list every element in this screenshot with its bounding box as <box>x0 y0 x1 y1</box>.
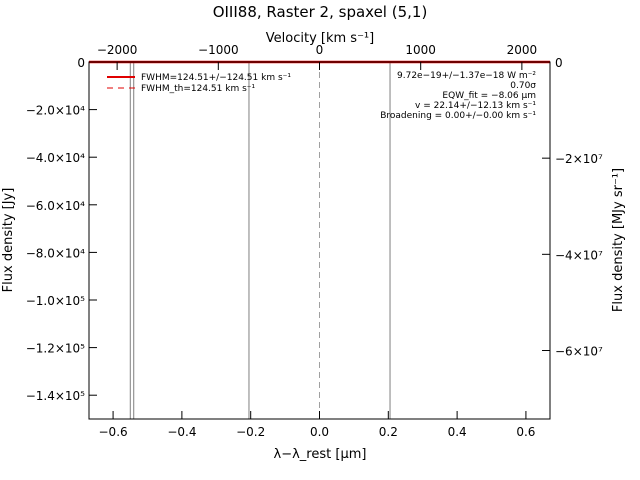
y-tick-label: 0 <box>77 56 85 70</box>
annotation: 0.70σ <box>510 81 536 91</box>
x-tick-label: −0.6 <box>99 425 128 439</box>
top-axis-label: Velocity [km s⁻¹] <box>266 31 374 46</box>
legend-label: FWHM_th=124.51 km s⁻¹ <box>141 84 256 94</box>
x-tick-label: −0.4 <box>167 425 196 439</box>
x-tick-label: 0.0 <box>310 425 329 439</box>
y-tick-label: −1.4×10⁵ <box>26 389 85 403</box>
annotation: EQW_fit = −8.06 μm <box>442 91 536 101</box>
y-tick-label: −6.0×10⁴ <box>26 199 85 213</box>
y-tick-label: −4.0×10⁴ <box>26 151 85 165</box>
right-y-tick-label: 0 <box>555 56 563 70</box>
top-x-tick-label: −1000 <box>198 43 239 57</box>
annotation: v = 22.14+/−12.13 km s⁻¹ <box>415 101 536 111</box>
x-axis-label: λ−λ_rest [μm] <box>274 447 367 462</box>
y-tick-label: −1.0×10⁵ <box>26 294 85 308</box>
right-y-tick-label: −6×10⁷ <box>555 344 603 358</box>
right-y-tick-label: −4×10⁷ <box>555 248 603 262</box>
plot-frame <box>88 61 551 420</box>
x-tick-label: 0.6 <box>516 425 535 439</box>
top-x-tick-label: −2000 <box>97 43 138 57</box>
right-axis-label: Flux density [MJy sr⁻¹] <box>611 168 626 312</box>
annotation: 9.72e−19+/−1.37e−18 W m⁻² <box>397 71 536 81</box>
x-tick-label: 0.2 <box>379 425 398 439</box>
y-tick-label: −8.0×10⁴ <box>26 246 85 260</box>
chart-title: OIII88, Raster 2, spaxel (5,1) <box>213 3 428 21</box>
top-x-tick-label: 0 <box>316 43 324 57</box>
y-tick-label: −2.0×10⁴ <box>26 104 85 118</box>
x-tick-label: 0.4 <box>448 425 467 439</box>
right-y-tick-label: −2×10⁷ <box>555 152 603 166</box>
top-x-tick-label: 1000 <box>405 43 436 57</box>
top-x-tick-label: 2000 <box>507 43 538 57</box>
y-axis-label: Flux density [Jy] <box>1 188 16 293</box>
annotation: Broadening = 0.00+/−0.00 km s⁻¹ <box>380 111 536 121</box>
x-tick-label: −0.2 <box>236 425 265 439</box>
y-tick-label: −1.2×10⁵ <box>26 342 85 356</box>
chart-marks: −0.6 −0.4 −0.2 0.0 0.2 0.4 0.6 −2000 −1000 0 1000 2… <box>26 43 603 439</box>
legend-label: FWHM=124.51+/−124.51 km s⁻¹ <box>141 73 291 83</box>
